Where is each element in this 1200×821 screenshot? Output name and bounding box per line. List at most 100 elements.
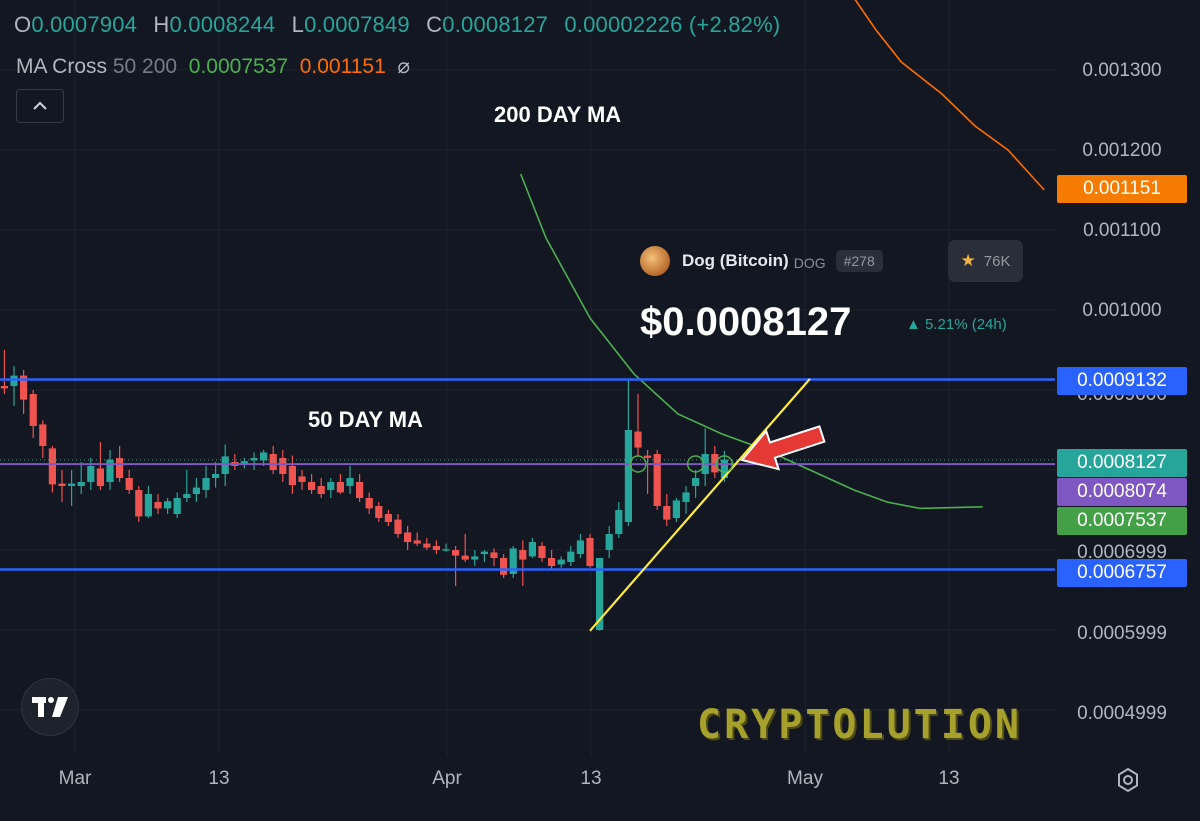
candle-body — [260, 452, 268, 461]
candle-body — [576, 540, 584, 554]
candle-body — [48, 448, 56, 485]
current-price-badge: 0.0008074 — [1057, 478, 1187, 506]
candle-body — [423, 543, 431, 548]
candle-body — [384, 514, 392, 522]
trendline — [589, 378, 811, 632]
candle-body — [279, 458, 287, 474]
candle-body — [298, 476, 306, 482]
watchlist-button[interactable]: ★ 76K — [948, 240, 1023, 282]
open-value: 0.0007904 — [31, 12, 138, 37]
ohlc-legend: O0.0007904 H0.0008244 L0.0007849 C0.0008… — [14, 12, 780, 38]
candle-body — [586, 538, 594, 566]
candle-body — [288, 466, 296, 486]
candle-body — [77, 482, 85, 486]
settings-gear-icon[interactable] — [1114, 766, 1142, 794]
close-label: C — [426, 12, 443, 37]
indicator-name: MA Cross — [16, 55, 108, 78]
candle-body — [672, 500, 680, 518]
collapse-legend-button[interactable] — [16, 89, 64, 123]
ma200-price-badge: 0.001151 — [1057, 175, 1187, 203]
candle-body — [269, 454, 277, 470]
x-tick: May — [787, 768, 823, 789]
x-tick: Apr — [432, 768, 462, 789]
candle-body — [202, 478, 210, 490]
candle-body — [538, 546, 546, 558]
y-tick: 0.001000 — [1082, 300, 1162, 321]
candle-body — [106, 459, 114, 482]
candle-body — [250, 458, 258, 461]
candle-body — [192, 487, 200, 494]
y-tick: 0.0004999 — [1077, 703, 1167, 724]
candle-body — [346, 478, 354, 486]
coin-name: Dog (Bitcoin) — [682, 251, 789, 270]
support-price-badge: 0.0006757 — [1057, 559, 1187, 587]
coin-price: $0.0008127 — [640, 300, 852, 344]
x-tick: 13 — [208, 768, 230, 789]
candle-body — [500, 558, 508, 575]
high-label: H — [153, 12, 170, 37]
candle-body — [68, 483, 76, 486]
coin-change-24h: ▲ 5.21% (24h) — [906, 316, 1007, 333]
eye-off-icon[interactable]: ⌀ — [397, 55, 411, 78]
candle-body — [615, 510, 623, 534]
candle-body — [509, 548, 517, 574]
red-arrow-icon — [740, 425, 826, 471]
open-label: O — [14, 12, 32, 37]
candle-body — [135, 490, 143, 517]
candle-body — [663, 506, 671, 520]
candle-body — [365, 498, 373, 509]
tradingview-logo-icon — [32, 697, 68, 717]
x-tick: Mar — [58, 768, 92, 789]
tradingview-logo[interactable] — [21, 678, 79, 736]
candle-body — [413, 540, 421, 544]
change-value: 0.00002226 (+2.82%) — [564, 12, 781, 37]
candle-body — [692, 478, 700, 486]
coin-card: Dog (Bitcoin) DOG #278 — [640, 244, 883, 278]
ma-cross-marker — [629, 455, 647, 473]
watchers-count: 76K — [983, 252, 1011, 270]
candle-body — [0, 386, 8, 389]
candle-body — [116, 458, 124, 478]
coin-avatar — [640, 246, 670, 276]
candle-body — [720, 459, 728, 478]
candle-body — [96, 468, 104, 486]
y-tick: 0.0006999 — [1077, 542, 1167, 563]
y-tick: 0.001300 — [1082, 60, 1162, 81]
candle-body — [432, 546, 440, 550]
candle-body — [336, 482, 344, 493]
high-value: 0.0008244 — [169, 12, 276, 37]
candle-body — [634, 431, 642, 448]
ma50-price-badge: 0.0007537 — [1057, 507, 1187, 535]
ma50-annotation: 50 DAY MA — [308, 407, 423, 432]
ma-cross-legend[interactable]: MA Cross 50 200 0.0007537 0.001151 ⌀ — [16, 54, 410, 79]
last-price-badge: 0.0008127 — [1057, 449, 1187, 477]
ma-cross-marker — [715, 455, 734, 473]
ma-cross-marker — [686, 455, 705, 473]
candle-body — [461, 555, 469, 560]
candle-body — [624, 430, 632, 522]
candle-body — [644, 455, 652, 458]
candle-body — [605, 534, 613, 550]
candle-body — [452, 550, 460, 556]
candle-body — [29, 394, 37, 426]
candle-body — [39, 424, 47, 446]
candle-body — [490, 552, 498, 558]
resistance-price-badge: 0.0009132 — [1057, 367, 1187, 395]
star-icon: ★ — [960, 251, 976, 270]
candle-body — [404, 532, 412, 542]
candle-body — [183, 494, 191, 498]
candle-body — [212, 474, 220, 478]
candle-body — [557, 559, 565, 565]
candle-body — [548, 558, 556, 566]
candle-body — [87, 466, 95, 482]
candle-body — [375, 506, 383, 518]
indicator-params: 50 200 — [112, 55, 178, 78]
y-tick: 0.001100 — [1083, 220, 1161, 241]
low-value: 0.0007849 — [304, 12, 410, 37]
low-label: L — [291, 12, 305, 37]
candle-body — [317, 486, 325, 494]
candle-body — [356, 482, 364, 498]
candle-body — [653, 454, 661, 506]
candle-body — [173, 498, 181, 514]
